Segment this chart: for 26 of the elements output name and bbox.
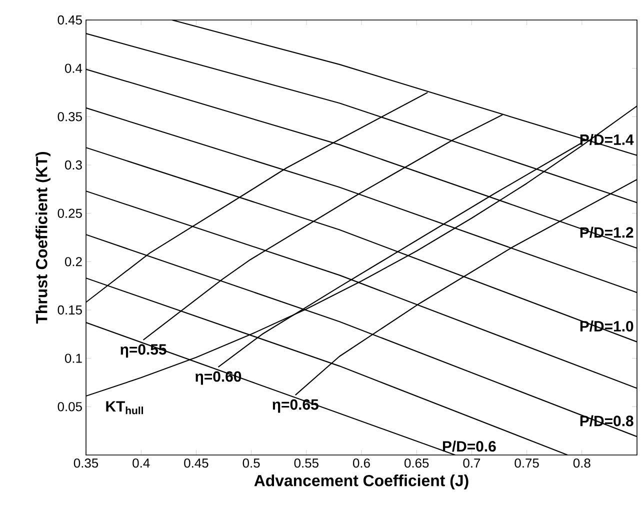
y-tick-label: 0.4: [64, 64, 82, 73]
y-tick-label: 0.3: [64, 160, 82, 170]
y-tick-label: 0.35: [58, 112, 82, 122]
y-tick-label: 0.05: [58, 402, 82, 412]
series-label: KT$_{hull}$: [106, 401, 143, 414]
series-label: η=0.65: [272, 399, 318, 413]
y-tick-label: 0.1: [64, 354, 82, 363]
series-label: η=0.60: [196, 371, 242, 385]
x-tick-label: 0.55: [294, 458, 318, 468]
y-tick-label: 0.25: [58, 208, 82, 218]
x-tick-label: 0.75: [514, 458, 539, 468]
x-tick-label: 0.35: [74, 458, 98, 468]
y-tick-label: 0.2: [64, 257, 82, 266]
x-tick-label: 0.45: [184, 458, 208, 468]
y-tick-label: 0.45: [58, 15, 82, 25]
x-tick-label: 0.65: [404, 458, 429, 468]
series-label: P/D=0.6: [442, 440, 496, 452]
y-tick-label: 0.15: [58, 305, 82, 315]
x-tick-label: 0.6: [353, 458, 370, 468]
x-axis-title: Advancement Coefficient (J): [254, 474, 468, 490]
x-tick-label: 0.8: [573, 458, 590, 468]
x-tick-label: 0.7: [463, 458, 480, 468]
series-label: η=0.55: [120, 344, 166, 358]
x-tick-label: 0.4: [132, 458, 150, 468]
x-tick-label: 0.5: [242, 458, 260, 468]
y-axis-title: Thrust Coefficient (KT): [36, 152, 50, 324]
